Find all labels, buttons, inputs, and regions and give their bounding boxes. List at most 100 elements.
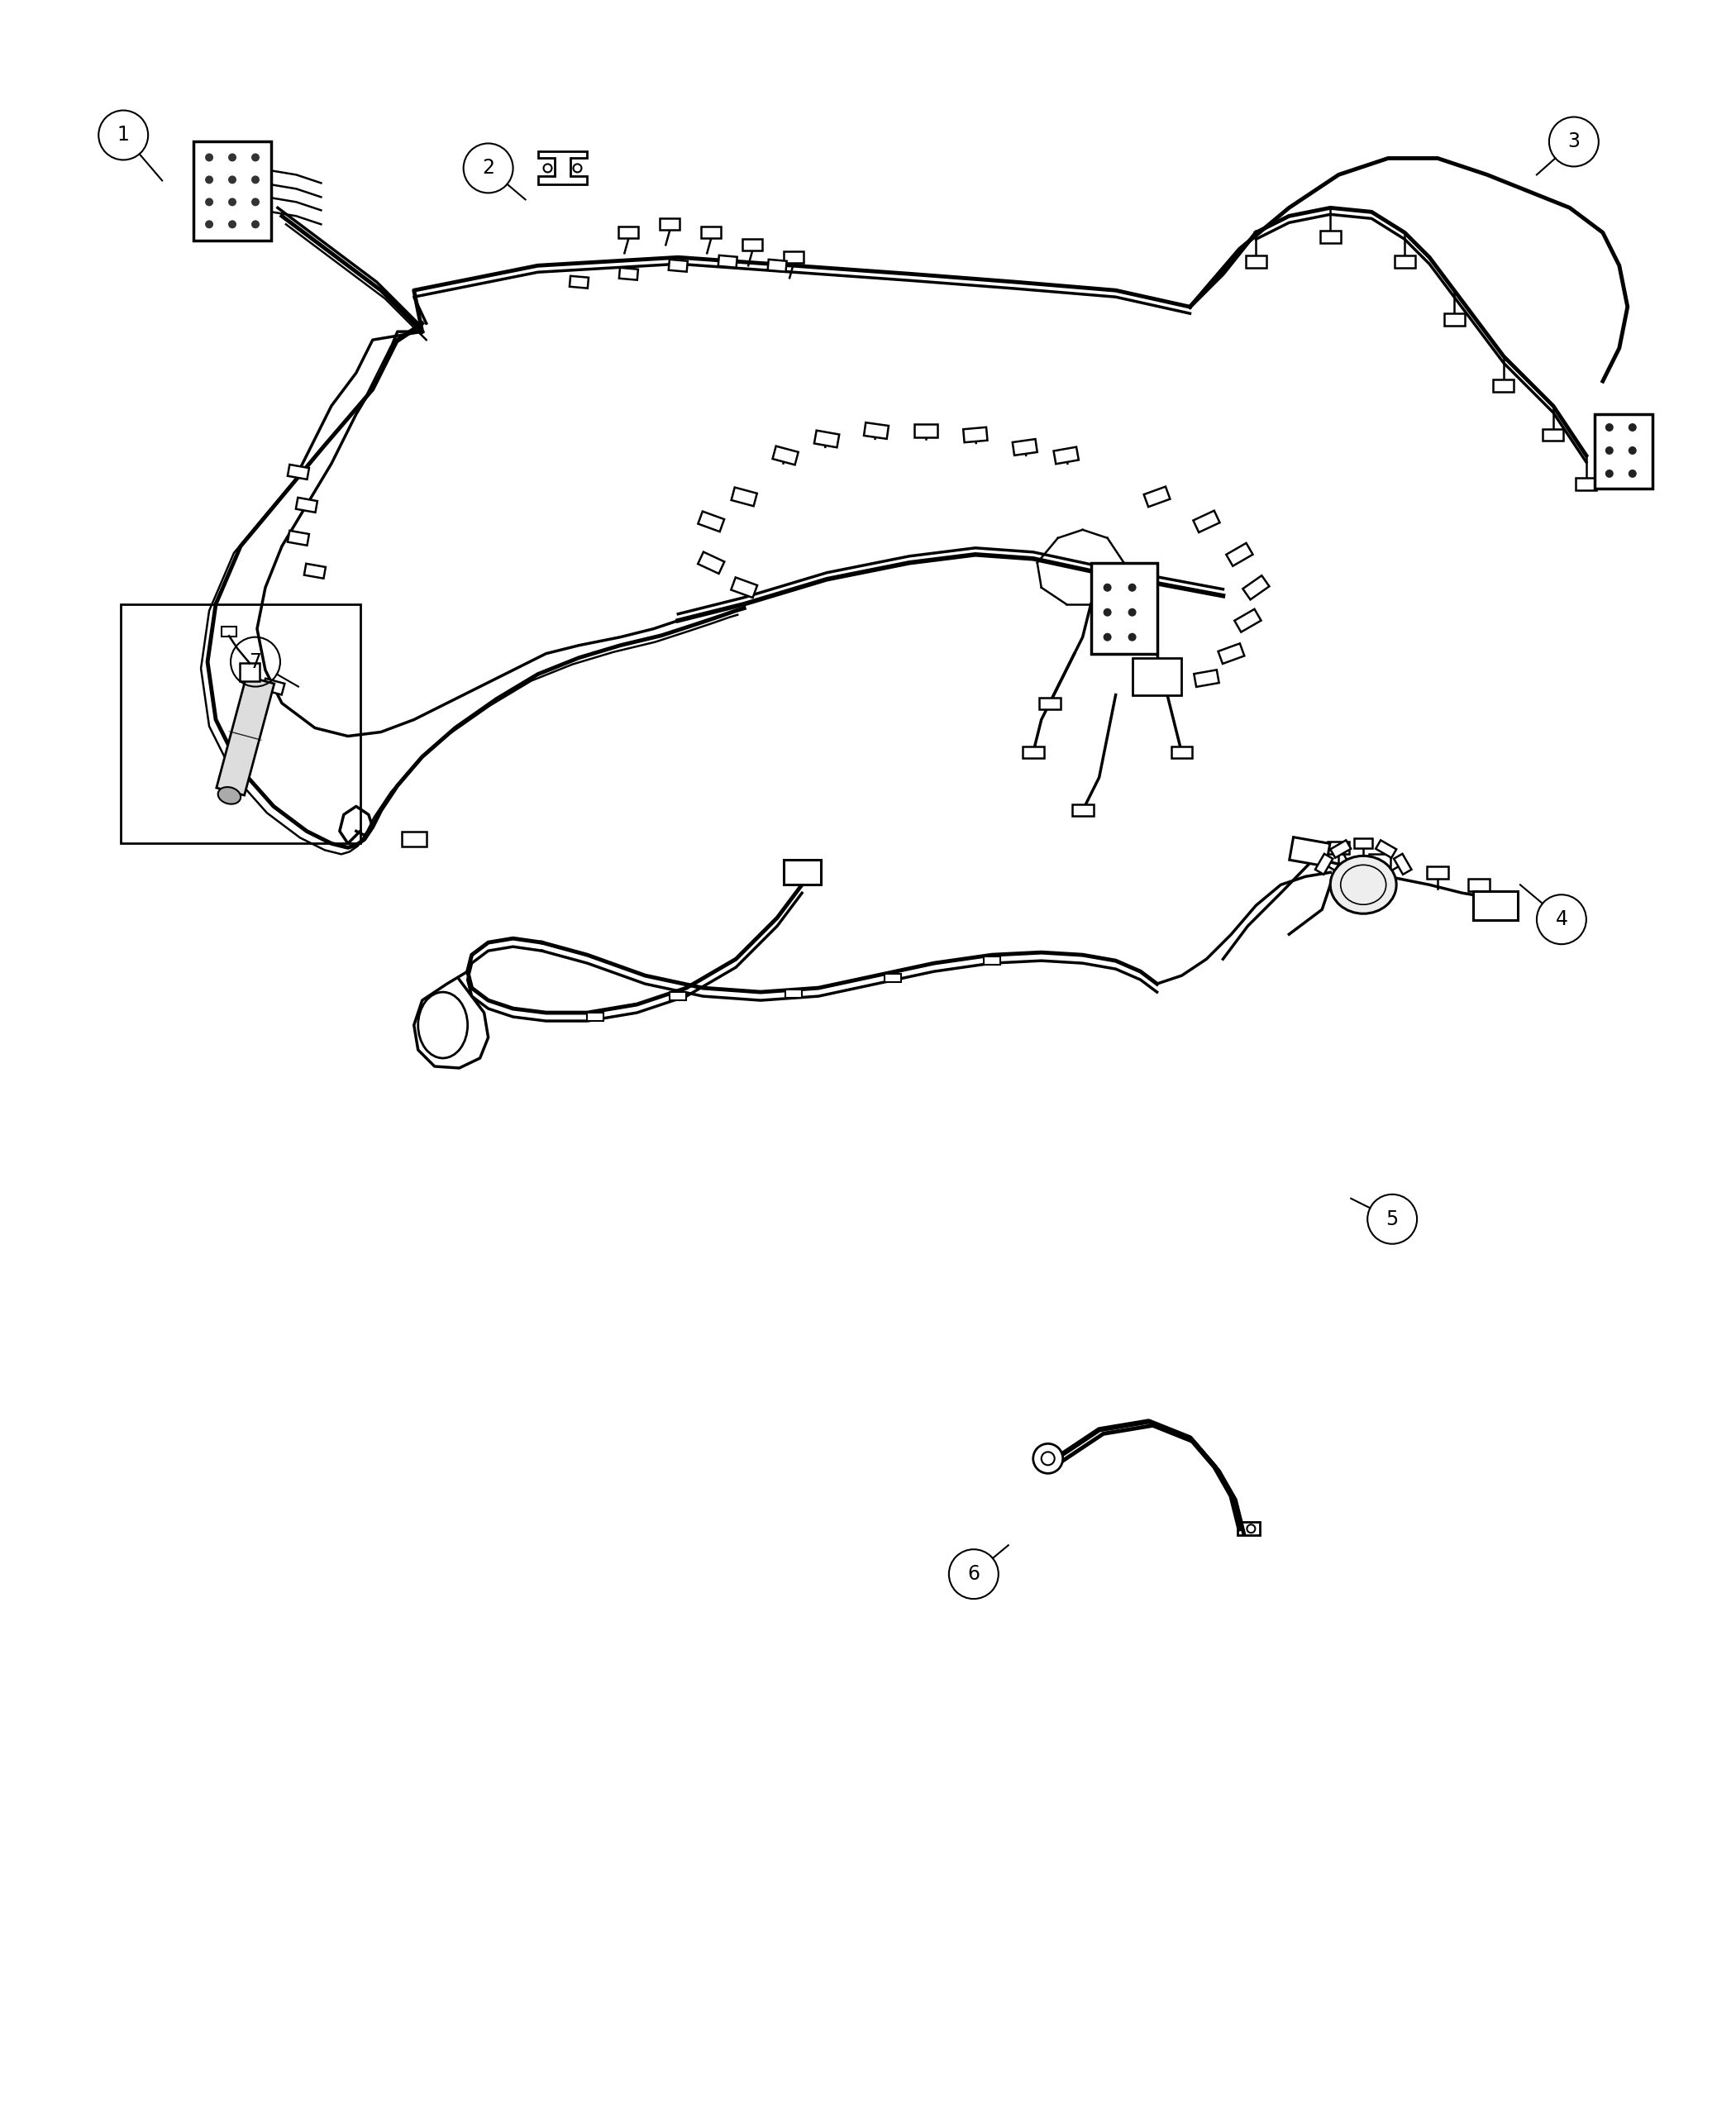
Polygon shape bbox=[1576, 479, 1597, 491]
Circle shape bbox=[252, 154, 260, 162]
Polygon shape bbox=[1394, 854, 1411, 875]
Polygon shape bbox=[1172, 746, 1193, 759]
Polygon shape bbox=[1038, 698, 1061, 708]
Polygon shape bbox=[1472, 892, 1519, 919]
Polygon shape bbox=[1444, 314, 1465, 325]
Circle shape bbox=[1033, 1444, 1062, 1473]
Polygon shape bbox=[295, 497, 318, 512]
Bar bbox=[984, 957, 1000, 965]
Circle shape bbox=[1128, 609, 1137, 616]
Ellipse shape bbox=[1330, 856, 1396, 913]
Polygon shape bbox=[1319, 230, 1340, 242]
Polygon shape bbox=[719, 255, 738, 268]
Bar bbox=[1090, 563, 1156, 653]
Circle shape bbox=[1628, 424, 1637, 432]
Polygon shape bbox=[262, 679, 285, 696]
Polygon shape bbox=[1330, 841, 1351, 858]
Bar bbox=[122, 605, 361, 843]
Polygon shape bbox=[660, 219, 681, 230]
Polygon shape bbox=[865, 422, 889, 438]
Polygon shape bbox=[1246, 255, 1266, 268]
Bar bbox=[587, 1012, 604, 1020]
Circle shape bbox=[1128, 632, 1137, 641]
Text: 3: 3 bbox=[1568, 133, 1580, 152]
Text: 2: 2 bbox=[483, 158, 495, 177]
Polygon shape bbox=[1427, 866, 1448, 879]
Polygon shape bbox=[915, 424, 937, 436]
Polygon shape bbox=[767, 259, 786, 272]
Polygon shape bbox=[1375, 841, 1396, 858]
Polygon shape bbox=[1226, 544, 1253, 567]
Text: 4: 4 bbox=[1555, 909, 1568, 930]
Polygon shape bbox=[1290, 837, 1330, 866]
Polygon shape bbox=[1219, 643, 1245, 664]
Polygon shape bbox=[538, 152, 587, 186]
Circle shape bbox=[227, 219, 236, 228]
Polygon shape bbox=[1328, 841, 1349, 854]
Polygon shape bbox=[1243, 575, 1269, 599]
Circle shape bbox=[1628, 470, 1637, 479]
Polygon shape bbox=[1023, 746, 1043, 759]
Polygon shape bbox=[288, 464, 309, 479]
Circle shape bbox=[227, 154, 236, 162]
Polygon shape bbox=[304, 563, 326, 578]
Bar bbox=[240, 664, 260, 681]
Polygon shape bbox=[773, 447, 799, 466]
Polygon shape bbox=[731, 578, 757, 599]
Polygon shape bbox=[668, 259, 687, 272]
Polygon shape bbox=[698, 512, 724, 531]
Polygon shape bbox=[1354, 839, 1373, 847]
Circle shape bbox=[1606, 470, 1613, 479]
Polygon shape bbox=[743, 238, 762, 251]
Polygon shape bbox=[1394, 255, 1415, 268]
Polygon shape bbox=[731, 487, 757, 506]
Polygon shape bbox=[783, 860, 821, 885]
Polygon shape bbox=[698, 552, 724, 573]
Circle shape bbox=[205, 198, 214, 207]
Text: 7: 7 bbox=[250, 651, 262, 672]
Polygon shape bbox=[288, 531, 309, 546]
Polygon shape bbox=[1469, 879, 1489, 892]
Circle shape bbox=[252, 198, 260, 207]
Bar bbox=[785, 989, 802, 997]
Circle shape bbox=[1606, 447, 1613, 455]
Polygon shape bbox=[1316, 854, 1333, 875]
Text: 5: 5 bbox=[1385, 1210, 1399, 1229]
Text: 1: 1 bbox=[118, 124, 130, 145]
Circle shape bbox=[252, 175, 260, 183]
Polygon shape bbox=[238, 719, 260, 736]
Polygon shape bbox=[217, 677, 274, 795]
Bar bbox=[670, 993, 686, 1001]
Polygon shape bbox=[1012, 438, 1036, 455]
Circle shape bbox=[252, 219, 260, 228]
Circle shape bbox=[205, 219, 214, 228]
Polygon shape bbox=[1144, 487, 1170, 506]
Circle shape bbox=[227, 198, 236, 207]
Bar bbox=[1132, 658, 1182, 696]
Circle shape bbox=[1104, 609, 1111, 616]
Polygon shape bbox=[401, 833, 427, 847]
Polygon shape bbox=[1370, 854, 1391, 866]
Polygon shape bbox=[620, 268, 639, 280]
Polygon shape bbox=[783, 251, 804, 264]
Circle shape bbox=[205, 175, 214, 183]
Polygon shape bbox=[618, 228, 639, 238]
Polygon shape bbox=[1493, 379, 1514, 392]
Circle shape bbox=[1104, 632, 1111, 641]
Circle shape bbox=[227, 175, 236, 183]
Circle shape bbox=[205, 154, 214, 162]
Polygon shape bbox=[814, 430, 838, 447]
Polygon shape bbox=[1194, 670, 1219, 687]
Bar bbox=[1594, 413, 1653, 489]
Polygon shape bbox=[1071, 805, 1094, 816]
Polygon shape bbox=[569, 276, 589, 289]
Circle shape bbox=[1104, 584, 1111, 592]
Polygon shape bbox=[1193, 510, 1220, 533]
Polygon shape bbox=[222, 626, 236, 637]
Circle shape bbox=[1128, 584, 1137, 592]
Polygon shape bbox=[1054, 447, 1078, 464]
Bar bbox=[193, 141, 271, 240]
Bar bbox=[885, 974, 901, 982]
Circle shape bbox=[1606, 424, 1613, 432]
Polygon shape bbox=[1234, 609, 1260, 632]
